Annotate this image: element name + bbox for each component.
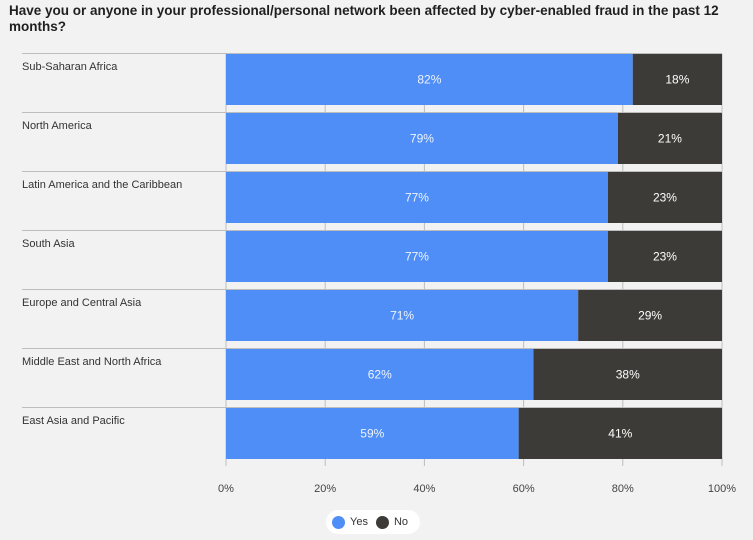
bar-yes	[226, 54, 633, 105]
data-label-no: 41%	[608, 427, 632, 441]
bar-yes	[226, 172, 608, 223]
bar-yes	[226, 113, 618, 164]
x-tick-label: 60%	[513, 483, 535, 495]
data-label-yes: 59%	[360, 427, 384, 441]
bar-no	[617, 113, 722, 164]
data-label-no: 23%	[653, 191, 677, 205]
data-label-yes: 77%	[405, 250, 429, 264]
data-label-yes: 71%	[390, 309, 414, 323]
legend-item-yes[interactable]: Yes	[332, 515, 368, 529]
legend-item-no[interactable]: No	[375, 515, 409, 529]
data-label-yes: 82%	[417, 73, 441, 87]
bar-no	[533, 349, 722, 400]
bar-yes	[226, 349, 534, 400]
legend-swatch-yes	[332, 515, 345, 529]
x-tick-label: 0%	[218, 483, 234, 495]
x-tick-label: 100%	[708, 483, 736, 495]
bar-yes	[226, 290, 579, 341]
legend-label-no: No	[393, 516, 409, 528]
legend-label-yes: Yes	[350, 516, 368, 528]
category-label: Europe and Central Asia	[22, 297, 142, 309]
category-label: Middle East and North Africa	[22, 356, 162, 368]
legend-swatch-no	[375, 515, 389, 529]
data-label-no: 18%	[665, 73, 689, 87]
bar-no	[578, 290, 722, 341]
data-label-yes: 79%	[410, 132, 434, 146]
x-tick-label: 40%	[413, 483, 435, 495]
bar-no	[518, 408, 722, 459]
category-label: North America	[22, 120, 93, 132]
bar-yes	[226, 231, 608, 282]
data-label-yes: 77%	[405, 191, 429, 205]
x-tick-label: 80%	[612, 483, 634, 495]
chart-title: Have you or anyone in your professional/…	[9, 3, 719, 34]
bar-no	[607, 172, 722, 223]
category-label: Sub-Saharan Africa	[22, 61, 118, 73]
bar-no	[632, 54, 722, 105]
data-label-yes: 62%	[368, 368, 392, 382]
category-label: South Asia	[22, 238, 75, 250]
legend: Yes No	[326, 510, 420, 534]
x-tick-label: 20%	[314, 483, 336, 495]
data-label-no: 21%	[658, 132, 682, 146]
data-label-no: 23%	[653, 250, 677, 264]
bar-no	[607, 231, 722, 282]
category-label: East Asia and Pacific	[22, 415, 125, 427]
bar-yes	[226, 408, 519, 459]
data-label-no: 38%	[616, 368, 640, 382]
data-label-no: 29%	[638, 309, 662, 323]
category-label: Latin America and the Caribbean	[22, 179, 182, 191]
